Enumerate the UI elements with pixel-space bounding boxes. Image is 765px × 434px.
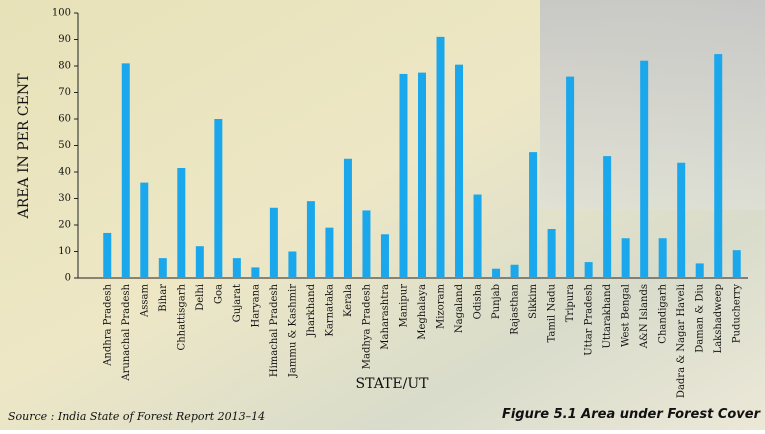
bar: [362, 210, 371, 278]
bar: [492, 268, 501, 278]
x-tick-label: Jharkhand: [306, 283, 317, 337]
x-tick-label: Arunachal Pradesh: [121, 283, 132, 381]
x-axis-label: STATE/UT: [356, 376, 430, 392]
bar: [140, 182, 149, 278]
y-tick-label: 90: [58, 34, 71, 45]
x-tick-label: Punjab: [491, 284, 502, 319]
x-tick-label: Chandigarh: [658, 283, 669, 343]
bar: [714, 54, 723, 279]
bar: [584, 262, 593, 278]
x-tick-label: Sikkim: [528, 283, 539, 318]
y-tick-label: 70: [58, 87, 71, 98]
y-tick-label: 100: [52, 8, 71, 19]
y-tick-label: 30: [58, 193, 71, 204]
x-tick-label: Nagaland: [454, 283, 465, 333]
x-tick-label: Kerala: [343, 284, 354, 317]
x-tick-label: Daman & Diu: [695, 283, 706, 352]
x-tick-label: A&N Islands: [639, 284, 650, 349]
y-tick-label: 40: [58, 167, 71, 178]
x-tick-label: Haryana: [250, 284, 261, 328]
x-tick-label: Meghalaya: [417, 284, 428, 340]
bar: [436, 36, 445, 278]
bar: [306, 201, 315, 278]
x-tick-label: Assam: [139, 283, 150, 317]
bar: [232, 258, 241, 278]
bar: [640, 60, 649, 279]
bar: [269, 207, 278, 278]
bar: [510, 264, 519, 278]
bar: [251, 267, 260, 278]
bar: [288, 251, 297, 278]
background-sky: [540, 0, 765, 210]
x-tick-label: Odisha: [473, 284, 484, 319]
bar: [677, 162, 686, 278]
bar: [343, 158, 352, 278]
y-tick-label: 80: [58, 61, 71, 72]
figure-caption: Figure 5.1 Area under Forest Cover: [502, 407, 762, 422]
x-tick-label: Maharashtra: [380, 284, 391, 350]
y-tick-label: 20: [58, 220, 71, 231]
x-tick-label: Mizoram: [436, 283, 447, 328]
source-note: Source : India State of Forest Report 20…: [8, 410, 265, 423]
x-tick-label: Manipur: [398, 284, 409, 328]
y-tick-label: 0: [65, 273, 71, 284]
bar: [566, 76, 575, 278]
y-tick-label: 10: [58, 246, 71, 257]
x-tick-label: Madhya Pradesh: [361, 283, 372, 369]
bar: [695, 263, 704, 278]
bar: [325, 227, 334, 278]
bar: [177, 168, 186, 278]
bar: [658, 238, 667, 278]
x-tick-label: Bihar: [158, 284, 169, 312]
x-tick-label: Puducherry: [732, 284, 743, 344]
x-tick-label: Chhattisgarh: [176, 283, 187, 350]
bar: [529, 152, 538, 278]
bar: [418, 72, 426, 278]
x-tick-label: Karnataka: [324, 284, 335, 337]
x-tick-label: Tamil Nadu: [547, 283, 558, 342]
x-tick-label: Lakshadweep: [713, 284, 724, 353]
x-tick-label: Tripura: [565, 284, 576, 322]
y-tick-label: 60: [58, 114, 71, 125]
bar: [621, 238, 630, 278]
bar: [603, 156, 612, 278]
bar: [473, 194, 482, 278]
bar: [121, 63, 130, 278]
bar: [455, 64, 464, 278]
bar: [195, 246, 204, 278]
x-tick-label: Uttarakhand: [602, 283, 613, 348]
bar: [732, 250, 741, 278]
x-tick-label: West Bengal: [621, 284, 632, 347]
bar: [380, 234, 389, 278]
bar: [214, 119, 223, 278]
bar: [158, 258, 167, 278]
x-tick-label: Dadra & Nagar Haveli: [676, 284, 687, 398]
x-tick-label: Andhra Pradesh: [102, 283, 113, 366]
x-tick-label: Delhi: [195, 284, 206, 311]
x-tick-label: Rajasthan: [510, 283, 521, 334]
bar: [547, 228, 556, 278]
bar: [103, 232, 112, 278]
y-axis-label: AREA IN PER CENT: [16, 73, 32, 219]
bar: [399, 73, 408, 278]
x-tick-label: Himachal Pradesh: [269, 283, 280, 377]
x-tick-label: Uttar Pradesh: [584, 283, 595, 355]
x-tick-label: Jammu & Kashmir: [287, 284, 298, 378]
x-tick-label: Goa: [213, 284, 224, 304]
x-tick-label: Gujarat: [232, 284, 243, 322]
y-tick-label: 50: [58, 140, 71, 151]
